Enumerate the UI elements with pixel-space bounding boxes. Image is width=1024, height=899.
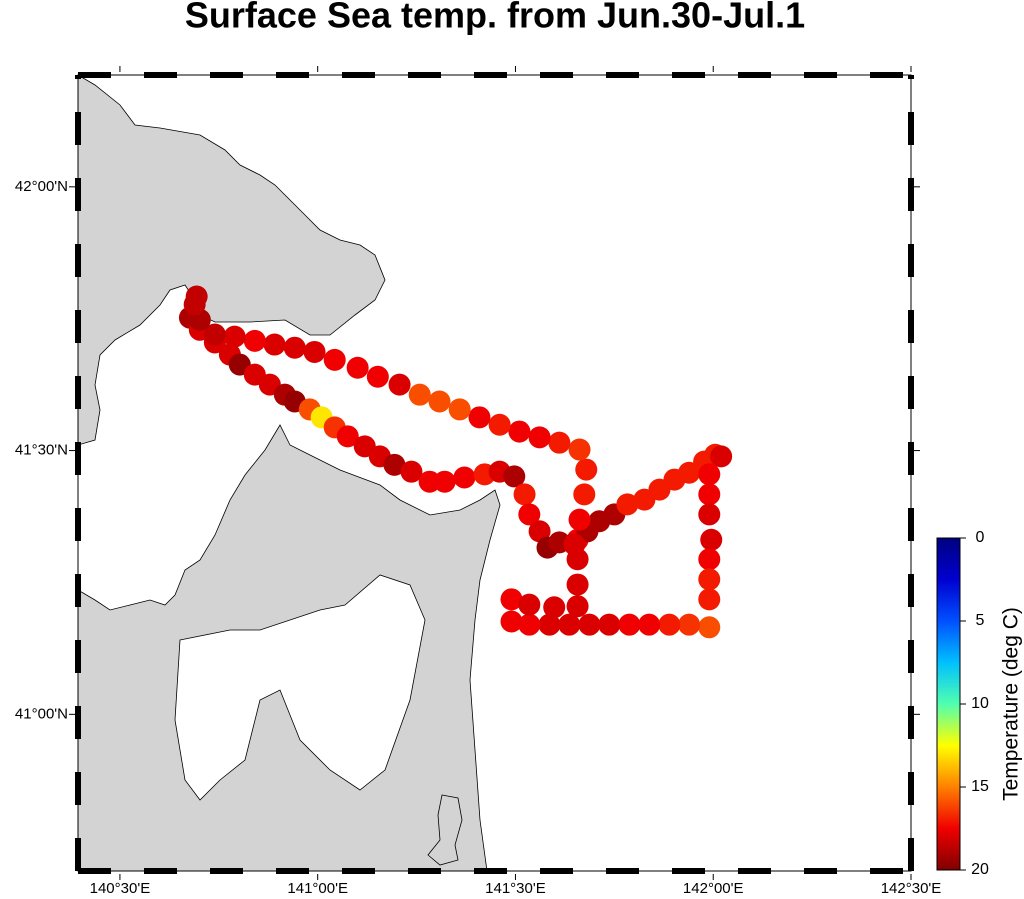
colorbar-label: Temperature (deg C) [1000,607,1023,801]
map-title: Surface Sea temp. from Jun.30-Jul.1 [185,0,805,36]
frame-bars [75,72,914,874]
temperature-point [698,588,721,611]
x-tick-label: 142°30'E [881,880,942,897]
temperature-point [538,613,561,636]
temperature-point [698,483,721,506]
temperature-point [518,503,541,526]
temperature-point [223,325,246,348]
temperature-point [568,438,591,461]
temperature-point [616,493,639,516]
temperature-point [678,461,701,484]
x-tick-label: 142°00'E [683,880,744,897]
temperature-point [203,323,226,346]
temperature-point [568,508,591,531]
colorbar-tick-label: 15 [971,778,989,795]
colorbar-tick-label: 5 [976,612,985,629]
temperature-point [500,610,523,633]
temperature-point [548,431,571,454]
temperature-point [336,425,359,448]
island [427,794,463,866]
colorbar-tick-label: 10 [971,695,989,712]
land [78,75,501,871]
colorbar-tick-label: 0 [976,529,985,546]
temperature-point [366,365,389,388]
temperature-point [468,406,491,429]
temperature-point [698,463,721,486]
temperature-point [698,548,721,571]
temperature-point [658,613,681,636]
temperature-point [678,613,701,636]
x-tick-label: 141°30'E [485,880,546,897]
temperature-point [418,470,441,493]
temperature-point [710,445,733,468]
x-tick-label: 140°30'E [90,880,151,897]
temperature-point [303,340,326,363]
temperature-point [503,465,526,488]
temperature-point [618,613,641,636]
temperature-point [283,336,306,359]
temperature-point [433,470,456,493]
temperature-point [528,520,551,543]
x-tick-label: 141°00'E [287,880,348,897]
temperature-point [383,453,406,476]
temperature-point [543,596,566,619]
temperature-point [323,348,346,371]
temperature-point [400,460,423,483]
temperature-point [563,533,586,556]
temperature-point [566,573,589,596]
colorbar-tick-label: 20 [971,861,989,878]
honshu-coast [78,424,501,871]
y-tick-label: 41°30'N [15,442,68,459]
temperature-point [453,466,476,489]
y-tick-label: 42°00'N [15,178,68,195]
temperature-point [566,595,589,618]
temperature-point [638,613,661,636]
temperature-point [518,593,541,616]
temperature-point [518,613,541,636]
temperature-point [575,458,598,481]
temperature-point [578,613,601,636]
y-tick-label: 41°00'N [15,705,68,722]
temperature-point [346,356,369,379]
track-points [178,285,733,639]
temperature-point [698,503,721,526]
temperature-point [388,373,411,396]
temperature-point [500,588,523,611]
colorbar [936,537,961,871]
temperature-point [598,613,621,636]
temperature-point [263,333,286,356]
temperature-point [428,390,451,413]
temperature-point [558,613,581,636]
temperature-point [243,329,266,352]
temperature-point [448,398,471,421]
hokkaido-coast [78,75,386,446]
temperature-point [513,483,536,506]
temperature-point [700,528,723,551]
temperature-point [408,383,431,406]
temperature-point [698,616,721,639]
temperature-point [698,568,721,591]
temperature-point [508,420,531,443]
temperature-point [183,293,206,316]
temperature-point [528,426,551,449]
temperature-point [573,483,596,506]
temperature-point [488,413,511,436]
